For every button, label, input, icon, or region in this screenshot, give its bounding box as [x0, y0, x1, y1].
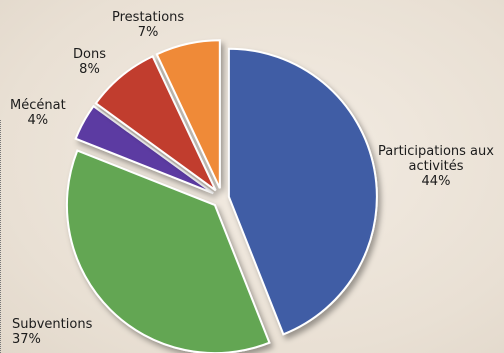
slice-percent: 4% [27, 113, 49, 128]
slice-label-participations: Participations aux activités 44% [378, 144, 494, 189]
slice-label-prestations: Prestations 7% [112, 10, 184, 40]
slice-name: Dons [73, 47, 106, 62]
pie-slice-mecenat [74, 104, 214, 195]
slice-name: Subventions [12, 317, 93, 332]
pie-slice-prestations [155, 39, 221, 189]
slice-label-mecenat: Mécénat 4% [10, 98, 66, 128]
slice-label-dons: Dons 8% [73, 47, 106, 77]
slice-percent: 44% [421, 174, 451, 189]
slice-name: Participations aux [378, 144, 494, 159]
slice-name-line2: activités [408, 159, 464, 174]
page-edge-dotted [0, 120, 3, 353]
slice-name: Prestations [112, 10, 185, 25]
slice-percent: 7% [137, 25, 159, 40]
pie-slice-participations [227, 47, 378, 336]
slice-label-subventions: Subventions 37% [12, 317, 92, 347]
pie-slice-dons [94, 55, 217, 192]
slice-name: Mécénat [10, 98, 66, 113]
slice-percent: 37% [12, 332, 41, 347]
slice-percent: 8% [79, 62, 100, 77]
